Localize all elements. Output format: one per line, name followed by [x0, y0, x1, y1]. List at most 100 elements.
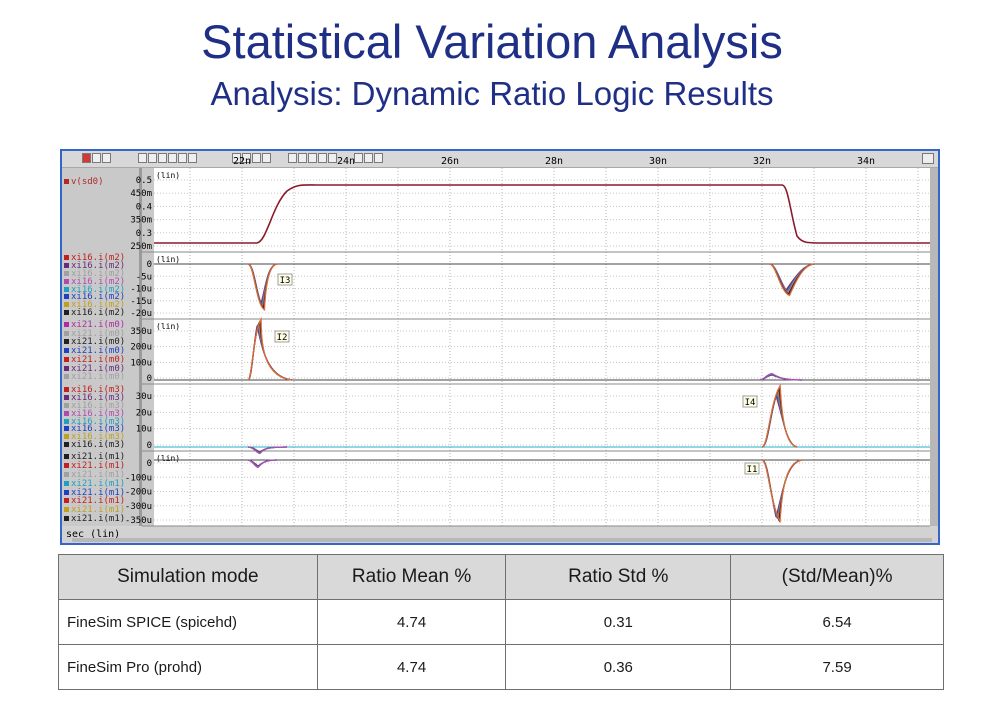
signal-label[interactable]: xi16.i(m3): [64, 441, 125, 450]
calculator-icon[interactable]: [288, 153, 297, 163]
signal-label[interactable]: xi21.i(m1): [64, 453, 125, 462]
cell-ratio: 6.54: [730, 599, 944, 645]
y-tick-label: 10u: [136, 425, 152, 435]
signal-label[interactable]: xi21.i(m1): [64, 515, 125, 524]
signal-label[interactable]: xi21.i(m0): [64, 364, 125, 374]
signal-label[interactable]: xi16.i(m3): [64, 386, 125, 395]
grid-icon[interactable]: [158, 153, 167, 163]
table-header-row: Simulation mode Ratio Mean % Ratio Std %…: [58, 554, 944, 600]
marker-box: [277, 273, 293, 286]
pan-icon[interactable]: [262, 153, 271, 163]
y-tick-label: 200u: [130, 343, 152, 353]
y-tick-label: -300u: [125, 502, 152, 512]
x-tick-label-top: 30n: [649, 156, 667, 167]
panel-scale-label: (lin): [156, 171, 180, 180]
horizontal-scrollbar[interactable]: [72, 538, 932, 542]
right-arrow-icon[interactable]: [252, 153, 261, 163]
signal-label[interactable]: xi21.i(m1): [64, 506, 125, 515]
signal-label[interactable]: xi16.i(m2): [64, 285, 125, 295]
signal-label[interactable]: xi16.i(m2): [64, 309, 125, 318]
y-tick-label: 20u: [136, 408, 152, 418]
signal-label[interactable]: xi21.i(m1): [64, 488, 125, 498]
export-icon[interactable]: [318, 153, 327, 163]
cell-ratio: 7.59: [730, 644, 944, 690]
slide-subtitle: Analysis: Dynamic Ratio Logic Results: [210, 75, 774, 112]
signal-label[interactable]: xi21.i(m0): [64, 338, 125, 347]
trace-i-m0-spike: [247, 316, 293, 381]
waveform-icon[interactable]: [232, 153, 241, 163]
signal-label[interactable]: xi16.i(m2): [64, 269, 125, 279]
time-axis-bar: sec (lin): [62, 527, 938, 543]
waveform-viewer-window: v(sd0) xi16.i(m2) xi16.i(m2) xi16.i(m2) xi16…: [60, 149, 940, 545]
signal-label[interactable]: xi16.i(m3): [64, 425, 125, 434]
bus-icon[interactable]: [178, 153, 187, 163]
marker-label: I4: [745, 398, 756, 408]
x-tick-label-top: 34n: [857, 156, 875, 167]
x-tick-label-top: 32n: [753, 156, 771, 167]
x-axis-label: sec (lin): [66, 529, 121, 540]
vertical-scrollbar: [930, 168, 938, 526]
trace-i-m3-spike: [761, 383, 798, 448]
stack-icon[interactable]: [188, 153, 197, 163]
x-tick-label-top: 26n: [441, 156, 459, 167]
signal-label[interactable]: xi16.i(m3): [64, 401, 125, 411]
layout-icon[interactable]: [374, 153, 383, 163]
y-tick-label: 0: [147, 459, 152, 469]
zoom-out-icon[interactable]: [92, 153, 101, 163]
signal-label[interactable]: xi16.i(m2): [64, 293, 125, 302]
panel-divider[interactable]: [139, 168, 142, 526]
x-tick-label-top: 22n: [233, 156, 251, 167]
signal-label[interactable]: xi21.i(m1): [64, 470, 125, 480]
save-icon[interactable]: [364, 153, 373, 163]
signal-label[interactable]: xi21.i(m0): [64, 321, 125, 330]
signal-list-panel: v(sd0) xi16.i(m2) xi16.i(m2) xi16.i(m2) xi16…: [62, 168, 139, 526]
results-table: Simulation mode Ratio Mean % Ratio Std %…: [58, 554, 944, 690]
signal-label[interactable]: xi16.i(m2): [64, 261, 125, 271]
signal-label[interactable]: xi16.i(m3): [64, 393, 125, 403]
signal-label[interactable]: xi16.i(m3): [64, 433, 125, 442]
marker-box: [744, 462, 760, 475]
trace-i-m2-dip: [247, 263, 278, 312]
measure-icon[interactable]: [148, 153, 157, 163]
left-arrow-icon[interactable]: [242, 153, 251, 163]
cell-mean: 4.74: [316, 599, 507, 645]
x-tick-label-top: 24n: [337, 156, 355, 167]
delete-icon[interactable]: [298, 153, 307, 163]
signal-label[interactable]: xi21.i(m0): [64, 329, 125, 339]
signal-label[interactable]: xi21.i(m1): [64, 479, 125, 489]
signal-label[interactable]: v(sd0): [64, 178, 104, 187]
cursor-icon[interactable]: [138, 153, 147, 163]
signal-label[interactable]: xi21.i(m1): [64, 461, 125, 471]
signal-label[interactable]: xi16.i(m3): [64, 417, 125, 427]
signal-label[interactable]: xi21.i(m0): [64, 355, 125, 365]
y-tick-label: -5u: [136, 272, 152, 282]
waveform-plot-area: 22n 24n 26n 28n 30n 32n 34n (lin) 0.5 450m 0.4 350m…: [125, 156, 938, 542]
signal-label[interactable]: xi16.i(m3): [64, 409, 125, 419]
signal-label[interactable]: xi16.i(m2): [64, 277, 125, 287]
table-row: FineSim Pro (prohd) 4.74 0.36 7.59: [58, 644, 944, 690]
marker-icon[interactable]: [168, 153, 177, 163]
y-tick-label: -10u: [130, 285, 152, 295]
zoom-fit-icon[interactable]: [102, 153, 111, 163]
print-icon[interactable]: [354, 153, 363, 163]
y-tick-label: -350u: [125, 516, 152, 526]
trace-v-sd0: [154, 184, 930, 244]
trace-i-m0-spike-late: [759, 372, 803, 381]
panel-scale-label: (lin): [156, 255, 180, 264]
signal-label[interactable]: xi21.i(m0): [64, 347, 125, 356]
window-restore-button[interactable]: [922, 153, 934, 164]
y-tick-label: 350u: [130, 327, 152, 337]
marker-label: I1: [747, 465, 758, 475]
y-tick-label: -20u: [130, 309, 152, 319]
y-tick-label: -200u: [125, 488, 152, 498]
compare-icon[interactable]: [308, 153, 317, 163]
signal-label[interactable]: xi16.i(m2): [64, 254, 125, 263]
marker-label: I2: [277, 333, 288, 343]
signal-label[interactable]: xi21.i(m1): [64, 497, 125, 506]
panel-scale-label: (lin): [156, 322, 180, 331]
zoom-in-icon[interactable]: [82, 153, 91, 163]
y-tick-label: 0: [147, 260, 152, 270]
signal-label[interactable]: xi16.i(m2): [64, 301, 125, 310]
signal-label[interactable]: xi21.i(m0): [64, 373, 125, 382]
settings-icon[interactable]: [328, 153, 337, 163]
